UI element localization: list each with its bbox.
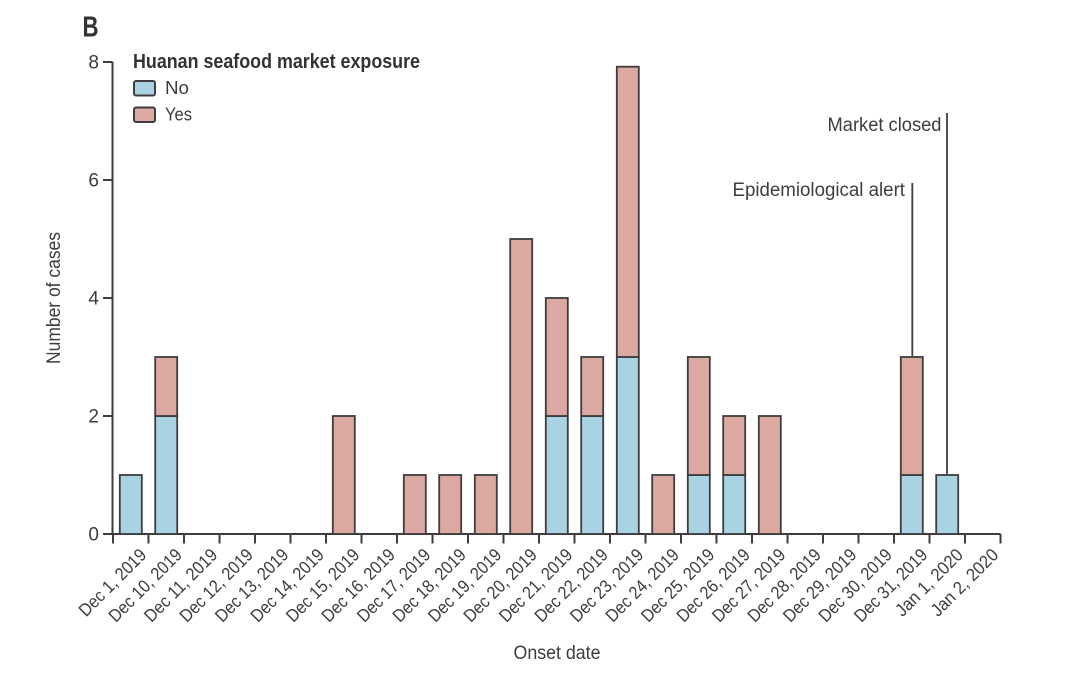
svg-text:8: 8 bbox=[88, 53, 99, 74]
svg-text:Onset date: Onset date bbox=[514, 642, 601, 664]
svg-text:Epidemiological alert: Epidemiological alert bbox=[733, 180, 906, 201]
svg-text:B: B bbox=[83, 12, 99, 44]
svg-text:Market closed: Market closed bbox=[828, 115, 942, 136]
svg-text:0: 0 bbox=[88, 525, 99, 546]
svg-text:4: 4 bbox=[88, 289, 99, 310]
svg-text:2: 2 bbox=[88, 407, 99, 428]
svg-text:6: 6 bbox=[88, 171, 99, 192]
svg-text:Huanan seafood market exposure: Huanan seafood market exposure bbox=[133, 50, 420, 73]
svg-text:Number of cases: Number of cases bbox=[44, 232, 65, 364]
svg-text:No: No bbox=[165, 78, 189, 98]
svg-text:Yes: Yes bbox=[165, 105, 192, 125]
